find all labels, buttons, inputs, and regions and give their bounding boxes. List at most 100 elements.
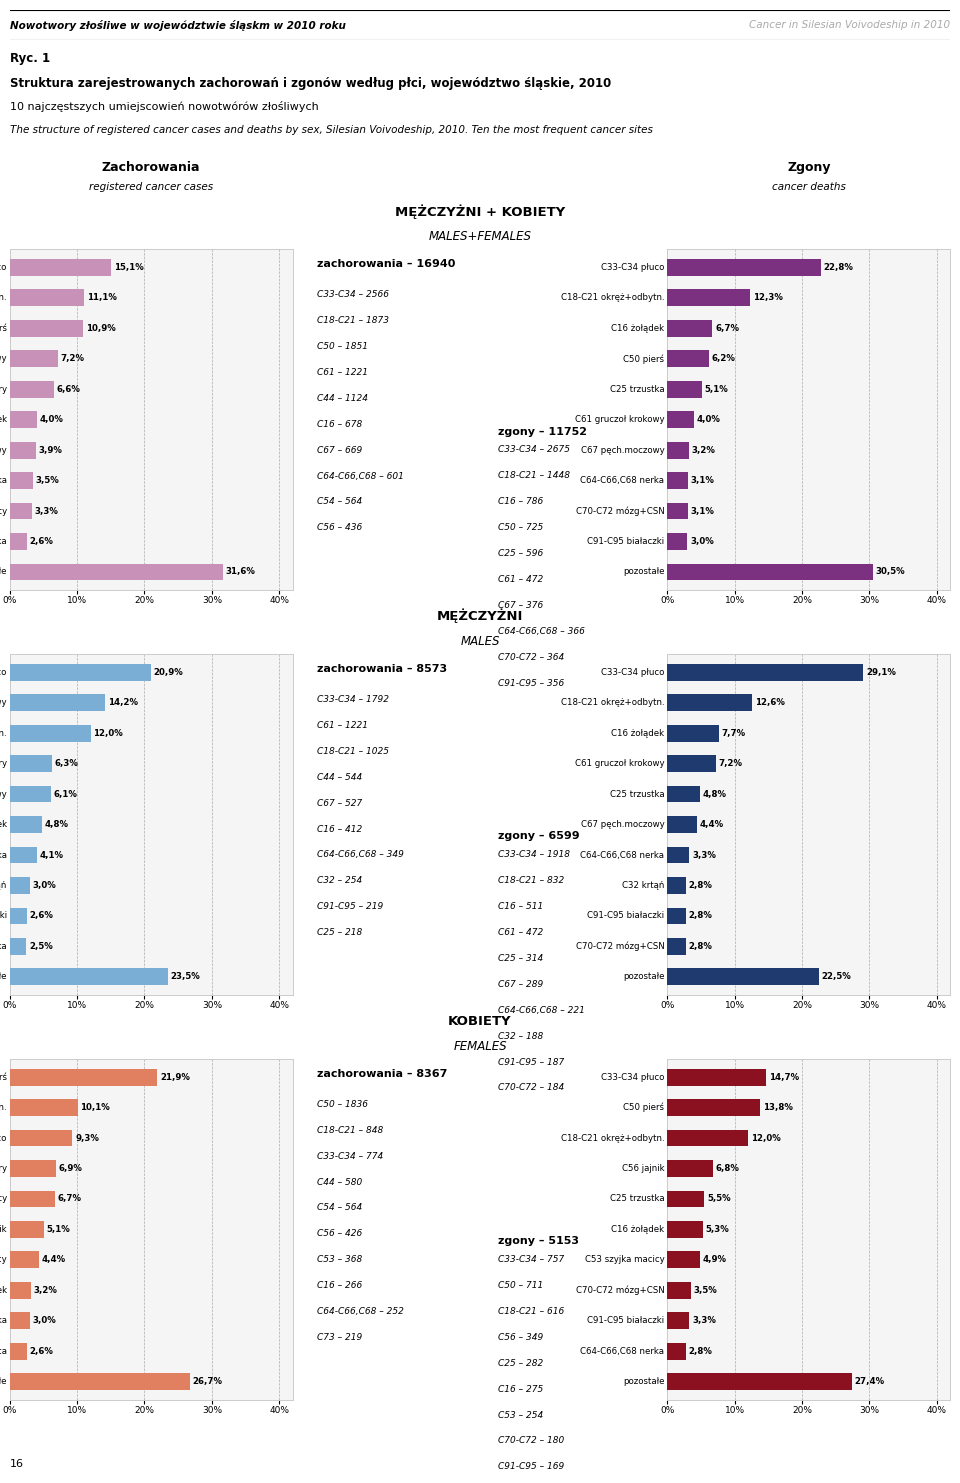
Text: C16 – 412: C16 – 412 <box>317 825 362 833</box>
Bar <box>10 968 168 985</box>
Text: 31,6%: 31,6% <box>226 568 255 577</box>
Text: 2,8%: 2,8% <box>688 912 712 921</box>
Bar <box>667 755 716 773</box>
Text: C61 – 1221: C61 – 1221 <box>317 368 368 377</box>
Text: C70-C72 – 184: C70-C72 – 184 <box>497 1084 564 1093</box>
Bar <box>10 350 59 368</box>
Text: 5,1%: 5,1% <box>47 1225 70 1234</box>
Text: 15,1%: 15,1% <box>114 262 144 271</box>
Text: 3,2%: 3,2% <box>691 446 715 455</box>
Text: 2,8%: 2,8% <box>688 881 712 890</box>
Bar <box>10 320 84 337</box>
Text: C16 – 275: C16 – 275 <box>497 1385 543 1394</box>
Bar <box>667 1160 713 1178</box>
Text: C67 – 376: C67 – 376 <box>497 601 543 610</box>
Bar <box>667 1342 686 1360</box>
Text: 9,3%: 9,3% <box>75 1133 99 1142</box>
Text: C50 – 711: C50 – 711 <box>497 1281 543 1290</box>
Text: zachorowania – 8367: zachorowania – 8367 <box>317 1069 447 1080</box>
Text: C33-C34 – 2566: C33-C34 – 2566 <box>317 291 389 300</box>
Bar <box>10 1312 30 1329</box>
Text: zgony – 11752: zgony – 11752 <box>497 427 587 436</box>
Bar <box>10 472 34 489</box>
Bar <box>10 847 37 863</box>
Bar <box>10 694 106 712</box>
Bar <box>667 442 688 458</box>
Text: 4,4%: 4,4% <box>700 820 724 829</box>
Text: C50 – 1836: C50 – 1836 <box>317 1100 368 1109</box>
Bar <box>10 503 32 519</box>
Text: C91-C95 – 219: C91-C95 – 219 <box>317 902 383 912</box>
Bar <box>10 442 36 458</box>
Bar <box>667 564 873 580</box>
Text: MALES+FEMALES: MALES+FEMALES <box>428 230 532 243</box>
Text: 3,2%: 3,2% <box>34 1286 58 1295</box>
Text: 6,1%: 6,1% <box>54 789 78 798</box>
Bar <box>10 532 27 550</box>
Text: MĘŻCZYŻNI: MĘŻCZYŻNI <box>437 610 523 623</box>
Text: 2,8%: 2,8% <box>688 942 712 951</box>
Text: C33-C34 – 774: C33-C34 – 774 <box>317 1152 383 1161</box>
Text: 2,6%: 2,6% <box>30 912 54 921</box>
Text: 6,7%: 6,7% <box>58 1194 82 1203</box>
Bar <box>10 411 36 429</box>
Text: C18-C21 – 848: C18-C21 – 848 <box>317 1126 383 1134</box>
Text: C54 – 564: C54 – 564 <box>317 497 362 507</box>
Bar <box>10 816 42 833</box>
Text: 3,5%: 3,5% <box>693 1286 717 1295</box>
Bar <box>10 1221 44 1238</box>
Text: 4,9%: 4,9% <box>703 1256 727 1265</box>
Bar <box>667 1312 689 1329</box>
Bar <box>667 786 700 802</box>
Text: C73 – 219: C73 – 219 <box>317 1333 362 1342</box>
Text: 11,1%: 11,1% <box>87 294 117 303</box>
Text: C16 – 266: C16 – 266 <box>317 1281 362 1290</box>
Text: C67 – 669: C67 – 669 <box>317 445 362 455</box>
Text: 23,5%: 23,5% <box>171 973 201 982</box>
Bar <box>667 1281 691 1299</box>
Bar <box>667 1373 852 1390</box>
Text: 4,8%: 4,8% <box>45 820 69 829</box>
Text: zgony – 5153: zgony – 5153 <box>497 1237 579 1246</box>
Bar <box>667 908 686 924</box>
Text: 5,3%: 5,3% <box>706 1225 730 1234</box>
Text: Zgony: Zgony <box>787 162 830 174</box>
Text: 10,1%: 10,1% <box>81 1103 110 1112</box>
Text: 6,7%: 6,7% <box>715 323 739 332</box>
Text: C64-C66,C68 – 349: C64-C66,C68 – 349 <box>317 850 403 860</box>
Bar <box>667 876 686 894</box>
Text: MALES: MALES <box>460 635 500 648</box>
Text: C91-C95 – 169: C91-C95 – 169 <box>497 1462 564 1471</box>
Text: 4,4%: 4,4% <box>42 1256 66 1265</box>
Text: C91-C95 – 356: C91-C95 – 356 <box>497 679 564 688</box>
Text: C44 – 544: C44 – 544 <box>317 773 362 782</box>
Text: 22,5%: 22,5% <box>822 973 852 982</box>
Text: C61 – 472: C61 – 472 <box>497 575 543 584</box>
Bar <box>10 1191 55 1207</box>
Text: The structure of registered cancer cases and deaths by sex, Silesian Voivodeship: The structure of registered cancer cases… <box>10 125 653 135</box>
Text: 12,3%: 12,3% <box>753 294 782 303</box>
Text: 12,0%: 12,0% <box>93 728 123 737</box>
Text: 5,5%: 5,5% <box>707 1194 731 1203</box>
Text: 6,9%: 6,9% <box>59 1164 83 1173</box>
Bar <box>10 1252 39 1268</box>
Text: 14,7%: 14,7% <box>769 1072 799 1081</box>
Text: 6,6%: 6,6% <box>57 384 81 393</box>
Text: C33-C34 – 1918: C33-C34 – 1918 <box>497 850 570 859</box>
Text: 3,3%: 3,3% <box>692 1317 716 1326</box>
Text: KOBIETY: KOBIETY <box>448 1014 512 1028</box>
Text: C50 – 1851: C50 – 1851 <box>317 343 368 351</box>
Bar <box>10 725 90 742</box>
Bar <box>10 908 27 924</box>
Text: 3,0%: 3,0% <box>33 881 57 890</box>
Bar <box>10 937 27 955</box>
Text: C18-C21 – 832: C18-C21 – 832 <box>497 876 564 885</box>
Bar <box>10 381 54 397</box>
Text: Cancer in Silesian Voivodeship in 2010: Cancer in Silesian Voivodeship in 2010 <box>749 21 950 30</box>
Text: C50 – 725: C50 – 725 <box>497 523 543 532</box>
Text: C44 – 580: C44 – 580 <box>317 1178 362 1186</box>
Text: C64-C66,C68 – 252: C64-C66,C68 – 252 <box>317 1307 403 1317</box>
Bar <box>667 968 819 985</box>
Bar <box>10 1069 157 1086</box>
Text: 3,3%: 3,3% <box>35 507 59 516</box>
